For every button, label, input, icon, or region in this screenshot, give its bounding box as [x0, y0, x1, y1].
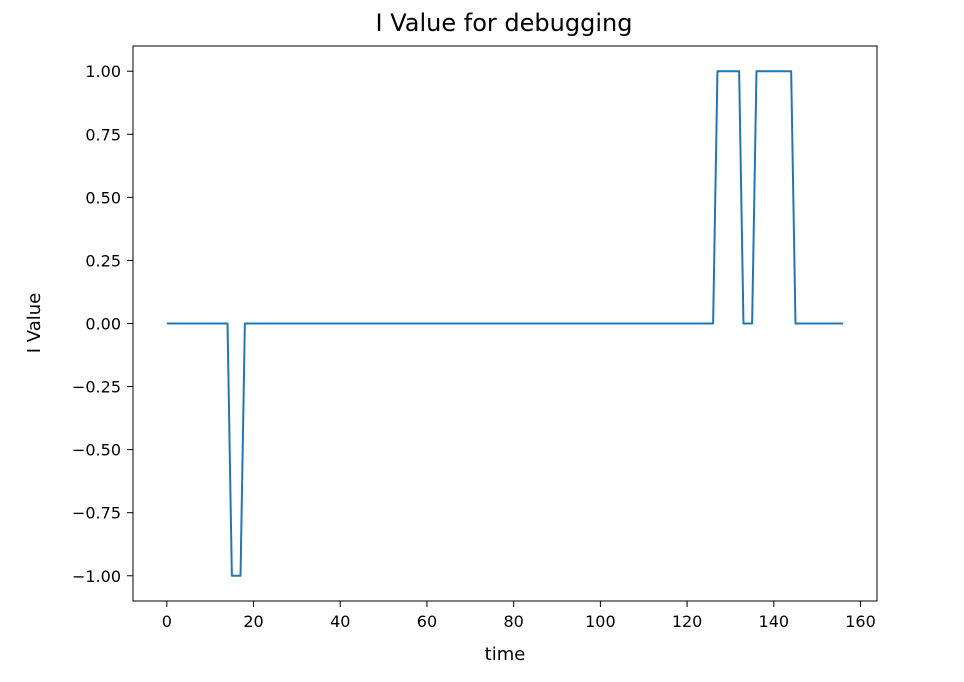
- y-tick-label: 0.25: [85, 251, 121, 270]
- x-tick-label: 100: [585, 612, 616, 631]
- y-tick-label: 1.00: [85, 62, 121, 81]
- x-tick-label: 0: [162, 612, 172, 631]
- series-line-0: [166, 70, 844, 577]
- y-axis-ticks: 1.00 0.75 0.50 0.25 0.00 −0.25 −0.50 −0.75 −1.00: [72, 62, 133, 586]
- x-tick-label: 140: [759, 612, 790, 631]
- y-tick-label: 0.75: [85, 125, 121, 144]
- x-tick-label: 40: [330, 612, 350, 631]
- y-tick-label: 0.00: [85, 315, 121, 334]
- x-axis-ticks: 0 20 40 60 80 100 120 140 160: [162, 601, 876, 631]
- y-tick-label: −0.75: [72, 504, 121, 523]
- x-tick-label: 160: [845, 612, 876, 631]
- x-tick-label: 60: [417, 612, 437, 631]
- y-tick-label: 0.50: [85, 188, 121, 207]
- plot-area-frame: [132, 45, 878, 602]
- x-tick-label: 20: [243, 612, 263, 631]
- series-layer: [166, 70, 844, 577]
- chart-title: I Value for debugging: [376, 9, 633, 37]
- x-tick-label: 120: [672, 612, 703, 631]
- y-tick-label: −1.00: [72, 567, 121, 586]
- x-axis-label: time: [485, 644, 526, 665]
- y-tick-label: −0.25: [72, 378, 121, 397]
- y-tick-label: −0.50: [72, 441, 121, 460]
- y-axis-label: I Value: [24, 293, 45, 353]
- x-tick-label: 80: [503, 612, 523, 631]
